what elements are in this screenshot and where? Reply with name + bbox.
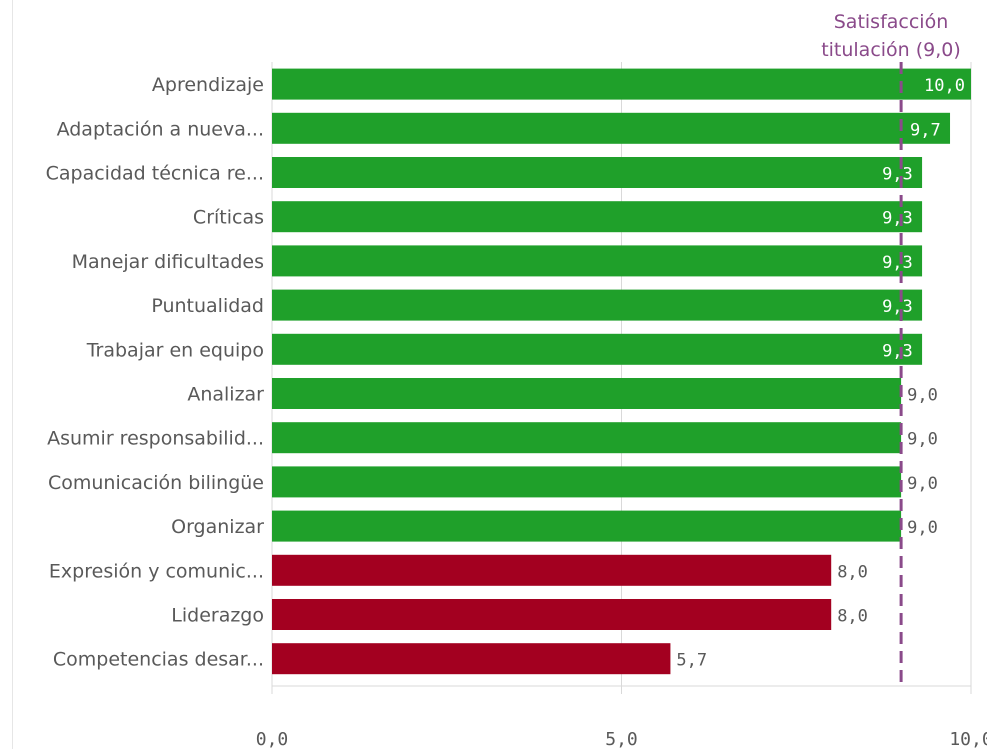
category-label: Asumir responsabilid... bbox=[47, 428, 264, 450]
x-tick-label: 5,0 bbox=[605, 729, 638, 749]
bar-layer: Aprendizaje 10,0 Adaptación a nueva... 9,7 C… bbox=[46, 68, 971, 675]
panel-edge-line bbox=[12, 0, 13, 749]
bar bbox=[272, 422, 902, 454]
reference-line-label-2: titulación (9,0) bbox=[821, 39, 961, 61]
value-label: 9,3 bbox=[882, 253, 913, 273]
category-label: Puntualidad bbox=[151, 295, 264, 317]
category-label: Comunicación bilingüe bbox=[48, 472, 264, 494]
bar bbox=[272, 112, 951, 144]
bar bbox=[272, 554, 832, 586]
value-label: 9,3 bbox=[882, 297, 913, 317]
value-label: 8,0 bbox=[837, 562, 868, 582]
category-label: Liderazgo bbox=[171, 605, 264, 627]
bar bbox=[272, 157, 923, 188]
category-label: Críticas bbox=[193, 207, 264, 229]
bar bbox=[272, 599, 832, 630]
category-label: Competencias desar... bbox=[53, 649, 264, 671]
bar bbox=[272, 510, 902, 542]
value-label: 9,3 bbox=[882, 341, 913, 361]
bar bbox=[272, 466, 902, 498]
bar bbox=[272, 245, 923, 277]
category-label: Aprendizaje bbox=[152, 74, 264, 96]
value-label: 9,0 bbox=[907, 386, 938, 406]
value-label: 9,3 bbox=[882, 209, 913, 229]
x-tick-label: 0,0 bbox=[256, 729, 289, 749]
bar bbox=[272, 333, 923, 365]
value-label: 5,7 bbox=[676, 651, 707, 671]
value-label: 8,0 bbox=[837, 607, 868, 627]
category-label: Trabajar en equipo bbox=[86, 339, 264, 361]
category-label: Capacidad técnica re... bbox=[46, 163, 264, 185]
category-label: Expresión y comunic... bbox=[49, 560, 264, 582]
category-label: Analizar bbox=[187, 384, 264, 406]
bar bbox=[272, 289, 923, 321]
value-label: 9,0 bbox=[907, 518, 938, 538]
bar bbox=[272, 68, 971, 100]
category-label: Adaptación a nueva... bbox=[57, 118, 264, 140]
x-tick-label: 10,0 bbox=[949, 729, 987, 749]
value-label: 9,0 bbox=[907, 474, 938, 494]
value-label: 9,7 bbox=[910, 120, 941, 140]
bar bbox=[272, 201, 923, 233]
value-label: 9,3 bbox=[882, 165, 913, 185]
bar bbox=[272, 378, 902, 409]
value-label: 9,0 bbox=[907, 430, 938, 450]
value-label: 10,0 bbox=[924, 76, 965, 96]
category-label: Manejar dificultades bbox=[72, 251, 264, 273]
bar bbox=[272, 643, 671, 675]
category-label: Organizar bbox=[171, 516, 264, 538]
reference-line-label-1: Satisfacción bbox=[834, 11, 949, 33]
